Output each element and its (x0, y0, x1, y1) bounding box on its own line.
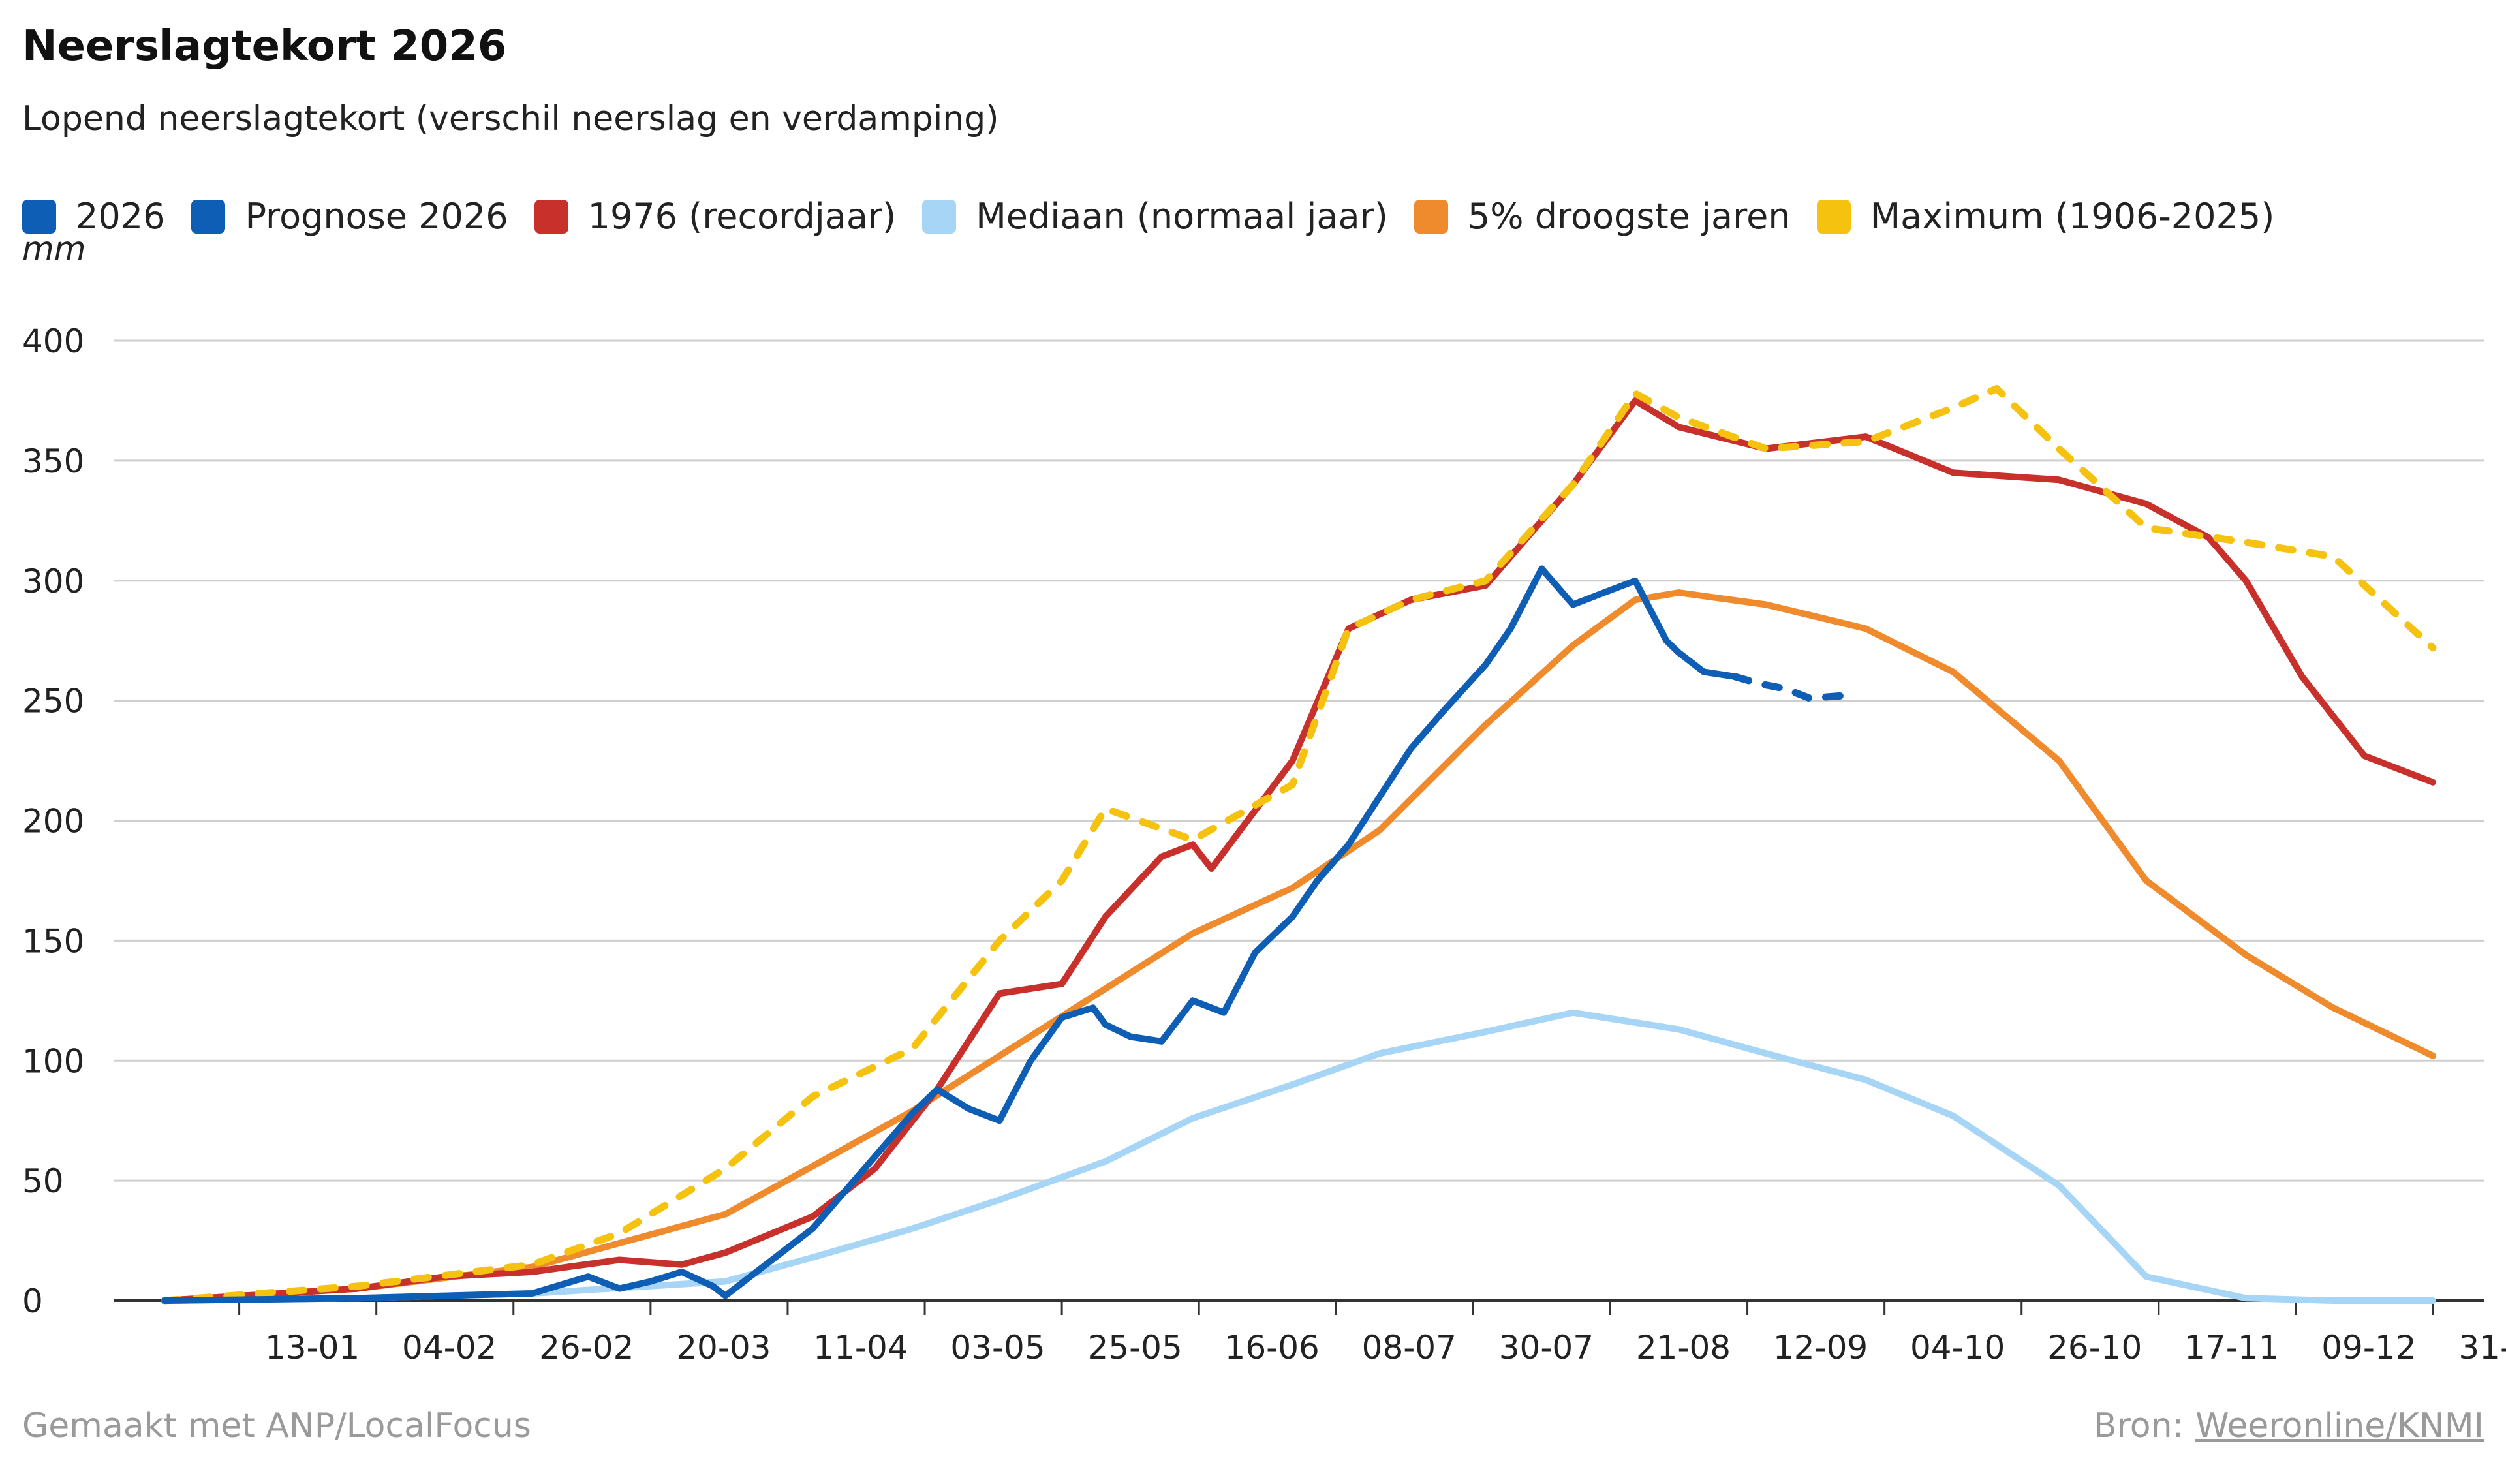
x-tick-label: 09-12 (2321, 1329, 2416, 1367)
y-tick-label: 100 (22, 1042, 84, 1080)
legend-swatch-2026 (22, 199, 56, 234)
y-tick-label: 0 (22, 1282, 43, 1320)
legend-swatch-1976 (534, 199, 568, 234)
x-tick-label: 31-12 (2458, 1329, 2506, 1367)
x-tick-label: 20-03 (676, 1329, 771, 1367)
legend-label-1976: 1976 (recordjaar) (587, 196, 897, 237)
x-tick-label: 03-05 (950, 1329, 1045, 1367)
series-line-2026 (161, 565, 1739, 1304)
chart-subtitle: Lopend neerslagtekort (verschil neerslag… (22, 99, 999, 138)
legend-item-prognose-2026[interactable]: Prognose 2026 (191, 196, 508, 237)
y-tick-label: 50 (22, 1162, 64, 1200)
x-tick-label: 11-04 (813, 1329, 908, 1367)
legend-swatch-droogste-jaren (1414, 199, 1448, 234)
x-tick-label: 30-07 (1499, 1329, 1594, 1367)
legend-item-2026[interactable]: 2026 (22, 196, 165, 237)
y-tick-label: 200 (22, 803, 84, 841)
legend-label-maximum: Maximum (1906-2025) (1870, 196, 2275, 237)
legend-swatch-prognose-2026 (191, 199, 226, 234)
x-tick-label: 26-10 (2047, 1329, 2142, 1367)
y-tick-label: 300 (22, 563, 84, 600)
x-tick-label: 13-01 (265, 1329, 360, 1367)
y-tick-label: 350 (22, 442, 84, 480)
chart-title: Neerslagtekort 2026 (22, 22, 507, 70)
series-line-5-droogste-jaren (161, 589, 2436, 1304)
legend-swatch-maximum (1816, 199, 1851, 234)
legend-item-mediaan[interactable]: Mediaan (normaal jaar) (922, 196, 1388, 237)
x-tick-label: 25-05 (1087, 1329, 1182, 1367)
source: Bron: Weeronline/KNMI (2094, 1406, 2484, 1445)
legend-item-1976[interactable]: 1976 (recordjaar) (534, 196, 897, 237)
y-tick-label: 250 (22, 683, 84, 720)
legend-label-mediaan: Mediaan (normaal jaar) (976, 196, 1388, 237)
source-label: Bron: (2093, 1406, 2184, 1445)
series-line-maximum-1906-2025 (161, 385, 2437, 1305)
x-tick-label: 12-09 (1773, 1329, 1868, 1367)
x-tick-label: 04-02 (402, 1329, 497, 1367)
x-tick-label: 26-02 (539, 1329, 634, 1367)
y-axis-unit: mm (22, 230, 86, 268)
legend-label-prognose-2026: Prognose 2026 (245, 196, 508, 237)
series-line-1976-recordjaar (161, 397, 2436, 1304)
x-tick-label: 21-08 (1636, 1329, 1731, 1367)
series-line-mediaan-normaal-jaar (161, 1009, 2436, 1304)
x-tick-label: 16-06 (1225, 1329, 1320, 1367)
x-tick-label: 04-10 (1910, 1329, 2005, 1367)
legend-item-droogste-jaren[interactable]: 5% droogste jaren (1414, 196, 1791, 237)
source-link[interactable]: Weeronline/KNMI (2195, 1406, 2484, 1445)
legend-label-2026: 2026 (76, 196, 166, 237)
series-line-prognose-2026 (1731, 673, 1845, 702)
y-tick-label: 150 (22, 922, 84, 960)
legend-swatch-mediaan (922, 199, 957, 234)
y-tick-label: 400 (22, 322, 84, 360)
x-tick-label: 17-11 (2184, 1329, 2279, 1367)
credit-text: Gemaakt met ANP/LocalFocus (22, 1406, 531, 1445)
legend-item-maximum[interactable]: Maximum (1906-2025) (1816, 196, 2275, 237)
x-tick-label: 08-07 (1362, 1329, 1457, 1367)
legend-label-droogste-jaren: 5% droogste jaren (1467, 196, 1791, 237)
legend: 2026 Prognose 2026 1976 (recordjaar) Med… (22, 196, 2300, 237)
